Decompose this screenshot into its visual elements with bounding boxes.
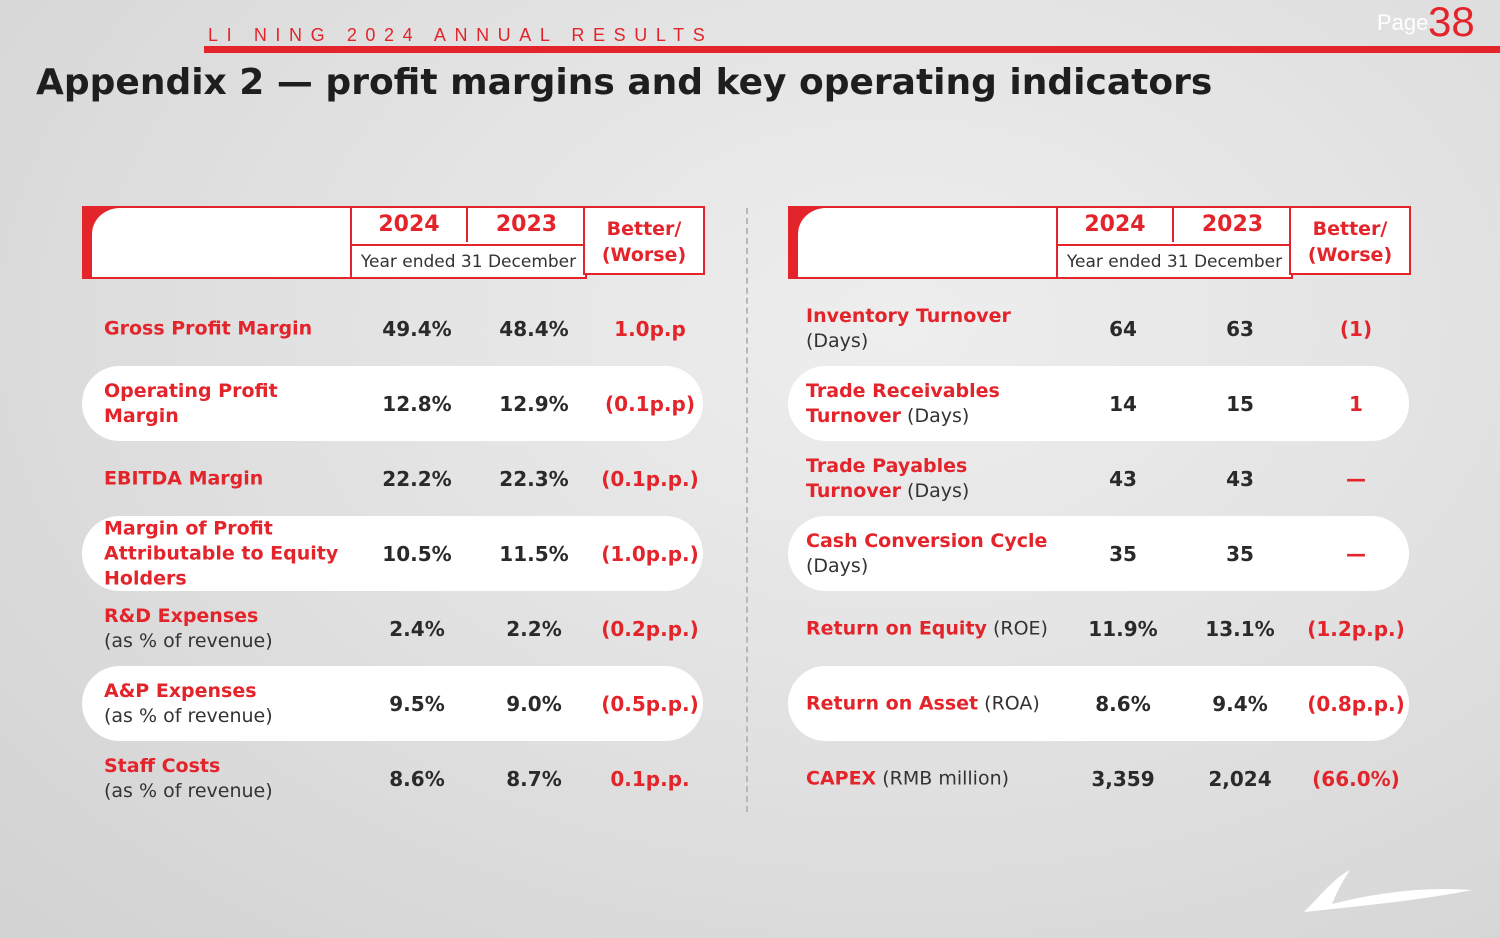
column-header-2023: 2023	[1201, 212, 1264, 237]
year-header-group: 2024 2023 Year ended 31 December	[1056, 206, 1293, 279]
table-header: 2024 2023 Year ended 31 December Better/…	[788, 206, 1411, 279]
table-row: Trade Payables Turnover (Days) 43 43 —	[806, 454, 1366, 502]
table-row: Staff Costs (as % of revenue) 8.6% 8.7% 0…	[104, 754, 690, 802]
table-row: Inventory Turnover (Days) 64 63 (1)	[806, 304, 1373, 352]
column-header-change: Better/ (Worse)	[583, 206, 705, 275]
table-row: Margin of Profit Attributable to Equity …	[82, 516, 703, 591]
page-title: Appendix 2 — profit margins and key oper…	[36, 62, 1213, 103]
table-row: EBITDA Margin 22.2% 22.3% (0.1p.p.)	[104, 466, 699, 491]
table-header: 2024 2023 Year ended 31 December Better/…	[82, 206, 705, 279]
column-header-change: Better/ (Worse)	[1289, 206, 1411, 275]
column-header-2024: 2024	[352, 208, 468, 242]
page-number: 38	[1428, 0, 1475, 45]
header-blank-cell	[92, 206, 352, 279]
column-header-2024: 2024	[1058, 208, 1174, 242]
table-row: Gross Profit Margin 49.4% 48.4% 1.0p.p	[104, 316, 686, 341]
table-row: Return on Equity (ROE) 11.9% 13.1% (1.2p…	[806, 616, 1405, 641]
li-ning-logo	[1304, 870, 1472, 912]
year-header-group: 2024 2023 Year ended 31 December	[350, 206, 587, 279]
period-label: Year ended 31 December	[1058, 244, 1291, 279]
table-row: R&D Expenses (as % of revenue) 2.4% 2.2% …	[104, 604, 699, 652]
table-row: Cash Conversion Cycle (Days) 35 35 —	[788, 516, 1409, 591]
header-brand: LI NING 2024 ANNUAL RESULTS	[208, 25, 714, 45]
table-row: A&P Expenses (as % of revenue) 9.5% 9.0% …	[82, 666, 703, 741]
column-header-2023: 2023	[495, 212, 558, 237]
header-blank-cell	[798, 206, 1058, 279]
page-label: Page	[1377, 10, 1429, 35]
header-rule	[204, 46, 1500, 53]
table-row: Operating Profit Margin 12.8% 12.9% (0.1…	[82, 366, 703, 441]
panel-divider	[746, 208, 748, 812]
table-row: Return on Asset (ROA) 8.6% 9.4% (0.8p.p.…	[788, 666, 1409, 741]
table-row: CAPEX (RMB million) 3,359 2,024 (66.0%)	[806, 766, 1400, 791]
table-row: Trade Receivables Turnover (Days) 14 15 …	[788, 366, 1409, 441]
period-label: Year ended 31 December	[352, 244, 585, 279]
